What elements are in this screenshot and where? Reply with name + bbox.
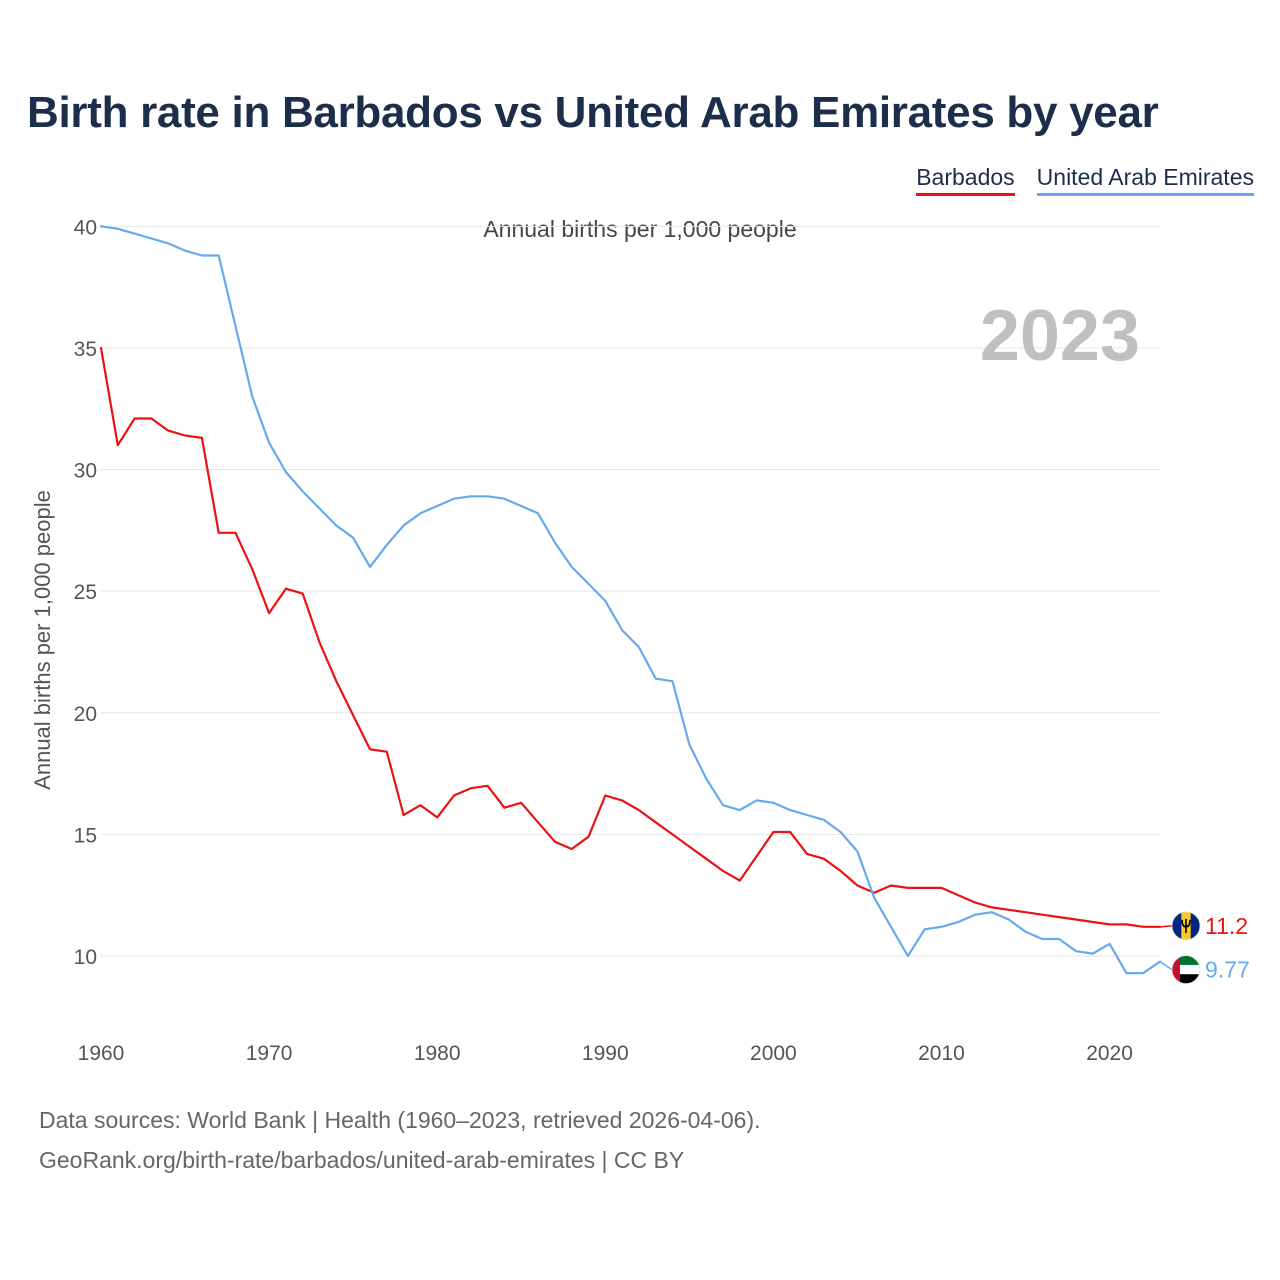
chart-subtitle: Annual births per 1,000 people [483, 216, 797, 242]
series-lines [99, 225, 1162, 975]
y-axis-ticks: 10 15 20 25 30 35 40 [74, 216, 97, 969]
footer-url[interactable]: GeoRank.org/birth-rate/barbados/united-a… [39, 1147, 685, 1173]
series-line-barbados[interactable] [99, 346, 1162, 928]
x-tick-label-1970: 1970 [246, 1042, 293, 1065]
footer-source: Data sources: World Bank | Health (1960–… [39, 1107, 761, 1133]
barbados-flag-icon [1171, 911, 1201, 941]
y-tick-label-30: 30 [74, 460, 97, 483]
y-axis-label: Annual births per 1,000 people [30, 490, 55, 790]
end-connector-barbados [1159, 925, 1173, 928]
gridlines [101, 225, 1160, 957]
end-value-label-united-arab-emirates: 9.77 [1205, 957, 1250, 983]
x-tick-label-1990: 1990 [582, 1042, 629, 1065]
legend: Barbados United Arab Emirates [916, 164, 1254, 196]
y-tick-label-15: 15 [74, 824, 97, 847]
chart-title: Birth rate in Barbados vs United Arab Em… [27, 88, 1159, 137]
series-end-markers: 11.2 9.77 [1159, 911, 1250, 985]
end-connector-united-arab-emirates [1159, 960, 1173, 971]
x-tick-label-1980: 1980 [414, 1042, 461, 1065]
y-tick-label-35: 35 [74, 338, 97, 361]
y-tick-label-40: 40 [74, 216, 97, 239]
uae-flag-icon [1171, 955, 1201, 985]
line-chart: 10 15 20 25 30 35 40 1960 1970 1980 1990 2000 2010 2… [30, 216, 1250, 1065]
x-tick-label-2000: 2000 [750, 1042, 797, 1065]
x-tick-label-1960: 1960 [78, 1042, 125, 1065]
legend-item-barbados[interactable]: Barbados [916, 164, 1015, 196]
year-watermark: 2023 [980, 296, 1140, 376]
y-tick-label-20: 20 [74, 703, 97, 726]
y-tick-label-10: 10 [74, 946, 97, 969]
legend-item-united-arab-emirates[interactable]: United Arab Emirates [1036, 164, 1254, 196]
series-line-united-arab-emirates[interactable] [99, 225, 1162, 975]
x-axis-ticks: 1960 1970 1980 1990 2000 2010 2020 [78, 1042, 1133, 1065]
x-tick-label-2020: 2020 [1086, 1042, 1133, 1065]
x-tick-label-2010: 2010 [918, 1042, 965, 1065]
y-tick-label-25: 25 [74, 581, 97, 604]
end-value-label-barbados: 11.2 [1205, 913, 1248, 939]
